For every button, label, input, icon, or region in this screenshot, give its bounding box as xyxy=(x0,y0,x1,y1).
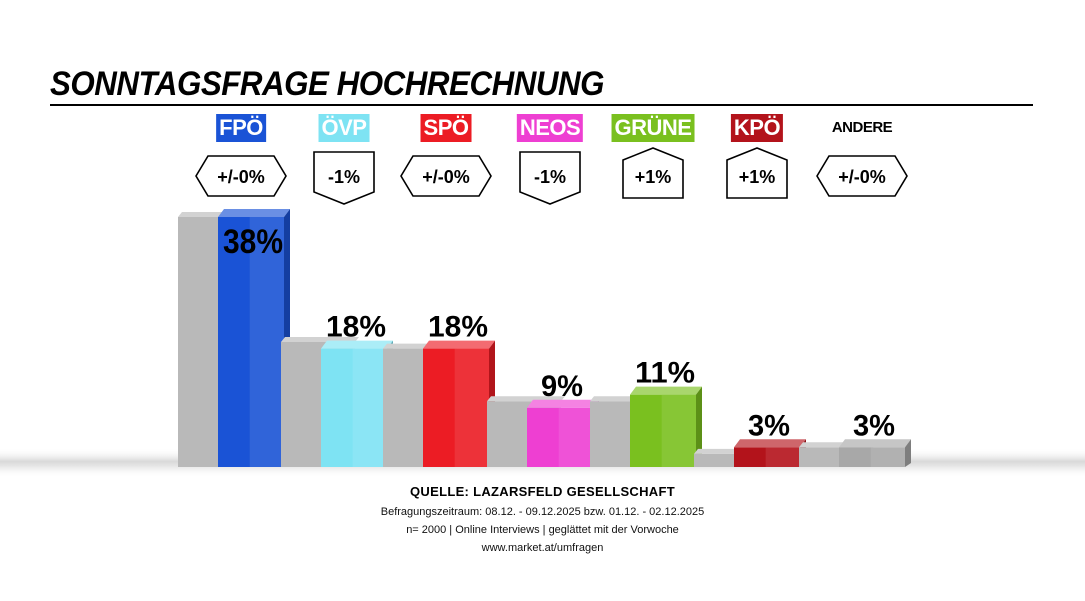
bar-highlight-oevp xyxy=(352,348,387,467)
bar-highlight-gruene xyxy=(661,394,696,467)
change-badge-neos: -1% xyxy=(519,151,581,205)
change-badge-shape-fpoe xyxy=(195,155,287,197)
value-label-andere: 3% xyxy=(853,409,895,442)
bar-group-spoe: 18% xyxy=(383,311,495,467)
bar-group-kpoe: 3% xyxy=(694,409,806,467)
bar-top-andere xyxy=(839,439,911,448)
bar-highlight-fpoe xyxy=(249,217,284,467)
change-label-andere: +/-0% xyxy=(838,167,886,187)
change-badge-gruene: +1% xyxy=(622,147,684,199)
bar-highlight-andere xyxy=(870,447,905,467)
party-label-spoe: SPÖ xyxy=(420,114,472,142)
source-url: www.market.at/umfragen xyxy=(481,542,604,554)
change-label-spoe: +/-0% xyxy=(422,167,470,187)
value-label-fpoe: 38% xyxy=(223,223,283,261)
change-badge-oevp: -1% xyxy=(313,151,375,205)
bar-side-gruene xyxy=(696,386,702,467)
title-rule xyxy=(50,104,1033,106)
chart-title: SONNTAGSFRAGE HOCHRECHNUNG xyxy=(50,65,604,103)
party-label-fpoe: FPÖ xyxy=(216,114,266,142)
bar-highlight-kpoe xyxy=(765,447,800,467)
bar-group-gruene: 11% xyxy=(590,357,702,467)
bar-group-fpoe: 38% xyxy=(178,209,290,467)
change-label-gruene: +1% xyxy=(635,167,672,187)
change-badge-shape-spoe xyxy=(400,155,492,197)
change-badge-spoe: +/-0% xyxy=(400,155,492,197)
change-label-oevp: -1% xyxy=(328,167,360,187)
change-badge-shape-oevp xyxy=(313,151,375,205)
change-badge-kpoe: +1% xyxy=(726,147,788,199)
value-label-neos: 9% xyxy=(541,370,583,403)
source-period: Befragungszeitraum: 08.12. - 09.12.2025 … xyxy=(380,506,705,518)
party-label-neos: NEOS xyxy=(516,114,584,142)
source-heading: QUELLE: LAZARSFELD GESELLSCHAFT xyxy=(410,484,675,499)
change-badge-fpoe: +/-0% xyxy=(195,155,287,197)
bar-group-andere: 3% xyxy=(799,409,911,467)
source-sample: n= 2000 | Online Interviews | geglättet … xyxy=(406,524,679,536)
party-label-gruene: GRÜNE xyxy=(611,114,695,142)
bar-top-neos xyxy=(527,399,599,408)
bar-highlight-neos xyxy=(558,407,593,467)
bar-highlight-spoe xyxy=(454,348,489,467)
change-label-neos: -1% xyxy=(534,167,566,187)
change-badge-shape-kpoe xyxy=(726,147,788,199)
bar-top-fpoe xyxy=(218,209,290,217)
change-label-kpoe: +1% xyxy=(739,167,776,187)
bar-top-spoe xyxy=(423,340,495,349)
bar-group-oevp: 18% xyxy=(281,311,393,467)
change-badge-shape-gruene xyxy=(622,147,684,199)
change-label-fpoe: +/-0% xyxy=(217,167,265,187)
party-label-oevp: ÖVP xyxy=(318,114,370,142)
bar-top-gruene xyxy=(630,386,702,395)
value-label-spoe: 18% xyxy=(428,311,488,344)
bar-group-neos: 9% xyxy=(487,370,599,467)
value-label-kpoe: 3% xyxy=(748,409,790,442)
party-label-kpoe: KPÖ xyxy=(730,114,784,142)
value-label-gruene: 11% xyxy=(635,357,695,390)
bar-side-andere xyxy=(905,439,911,467)
change-badge-andere: +/-0% xyxy=(816,155,908,197)
bar-top-oevp xyxy=(321,340,393,349)
party-label-andere: ANDERE xyxy=(831,119,893,136)
bar-top-kpoe xyxy=(734,439,806,448)
value-label-oevp: 18% xyxy=(326,311,386,344)
change-badge-shape-andere xyxy=(816,155,908,197)
change-badge-shape-neos xyxy=(519,151,581,205)
